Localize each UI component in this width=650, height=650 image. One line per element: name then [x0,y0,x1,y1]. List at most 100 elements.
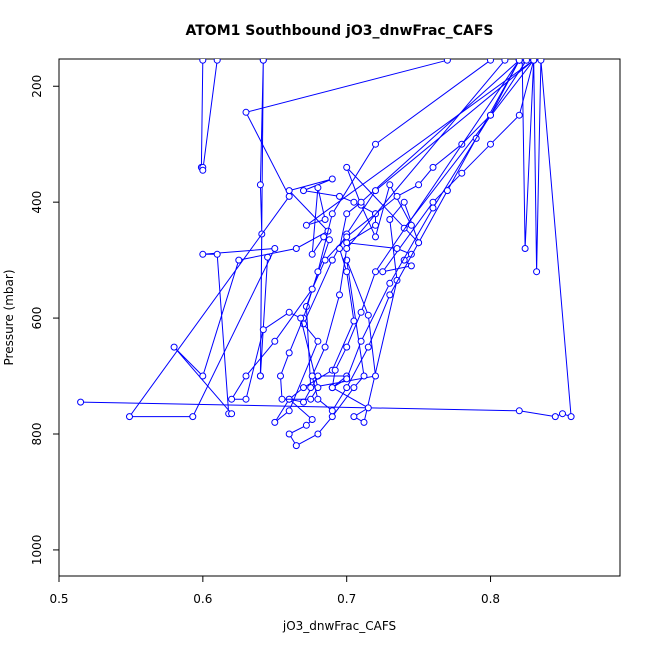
data-point [302,421,310,429]
data-point [350,413,358,421]
data-point [170,343,178,351]
plot-frame [58,58,621,577]
data-point [321,216,329,223]
data-point [551,413,559,421]
data-point [429,163,437,171]
x-tick-label: 0.7 [337,592,356,606]
data-point [307,384,315,392]
data-point [328,256,336,264]
data-point [386,291,394,299]
y-axis-label: Pressure (mbar) [2,269,16,365]
data-point [533,268,541,276]
data-point [407,221,415,229]
series-line [331,59,527,389]
series-1 [197,59,221,174]
data-point [386,279,394,287]
data-point [297,314,305,322]
data-point [228,395,236,403]
data-point [328,407,336,415]
data-point [292,442,300,450]
data-point [379,268,387,276]
data-point [343,245,351,252]
data-point [300,187,307,195]
data-point [521,245,529,252]
data-point [350,384,358,392]
data-point [407,262,415,270]
data-point [515,59,523,64]
data-point [199,372,207,380]
data-point [271,245,279,252]
data-point [199,250,207,258]
data-point [199,166,207,174]
series-7 [228,59,523,403]
x-tick-label: 0.5 [49,592,68,606]
data-point [343,384,351,392]
data-point [189,413,197,421]
x-axis: 0.5 0.6 0.7 0.8 [49,575,500,606]
data-point [393,192,401,200]
data-point [343,375,351,383]
data-point [256,181,264,189]
data-point [350,317,358,325]
data-point [278,395,286,403]
data-point [235,256,243,264]
data-point [242,372,250,380]
data-point [213,250,221,258]
data-point [429,204,437,212]
y-tick-label: 400 [30,191,44,214]
data-point [321,343,329,351]
data-point [501,59,509,64]
data-point [357,308,365,316]
y-tick-label: 600 [30,307,44,330]
data-point [213,59,221,64]
y-tick-label: 200 [30,75,44,98]
series-line [230,59,520,400]
data-point [372,233,379,241]
data-point [487,59,494,64]
data-point [537,59,545,64]
data-point [331,366,339,374]
data-point [321,256,329,264]
series-5 [285,59,538,450]
data-point [285,430,293,438]
data-point [242,108,250,116]
data-point [77,398,85,406]
data-point [357,337,365,345]
data-point [530,59,538,64]
data-point [515,407,523,415]
data-point [300,384,307,392]
data-point [372,140,379,148]
data-point [259,326,267,334]
series-line [311,59,520,412]
x-axis-label: jO3_dnwFrac_CAFS [282,619,396,633]
chart-title: ATOM1 Southbound jO3_dnwFrac_CAFS [186,23,494,39]
data-point [271,337,279,345]
data-point [308,285,316,293]
data-point [386,216,394,223]
data-point [328,413,336,421]
data-point [343,268,351,276]
data-point [126,413,133,421]
data-point [314,337,322,345]
data-point [328,175,336,183]
data-point [360,372,368,380]
data-point [487,140,494,148]
data-point [285,407,293,415]
series-9 [328,59,530,392]
data-point [314,395,322,403]
data-point [443,59,451,64]
series-4 [126,59,538,421]
data-point [458,169,466,177]
data-point [523,59,530,64]
data-point [285,349,293,357]
data-point [307,395,315,403]
data-point [343,233,351,241]
data-point [372,187,379,195]
data-point [302,221,310,229]
data-point [314,268,322,276]
data-point [277,372,284,380]
data-point [314,184,322,192]
data-point [559,410,566,418]
data-point [285,192,293,200]
data-point [393,245,401,252]
